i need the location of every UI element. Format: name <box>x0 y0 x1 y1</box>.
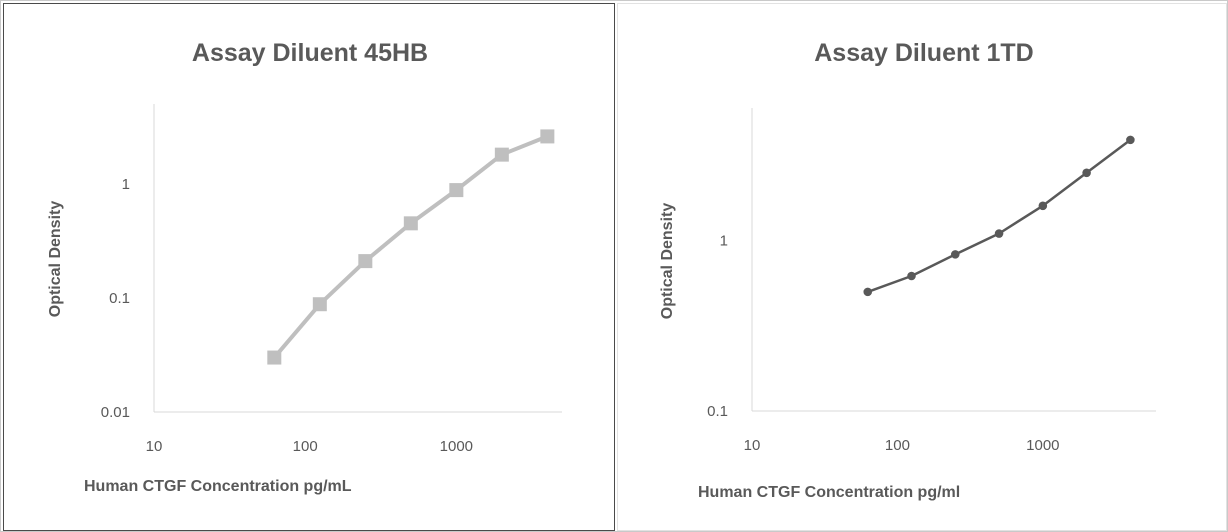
chart-svg-1td: Assay Diluent 1TD 10 100 1000 0.11 Optical… <box>659 39 1156 501</box>
y-tick-label: 1 <box>122 176 130 193</box>
data-point[interactable] <box>1126 135 1135 145</box>
x-tick-label: 10 <box>744 437 761 454</box>
data-point[interactable] <box>863 287 873 297</box>
y-tick-labels: 0.11 <box>707 233 728 420</box>
data-point[interactable] <box>907 271 916 281</box>
x-axis-title: Human CTGF Concentration pg/ml <box>698 484 960 501</box>
x-axis-title: Human CTGF Concentration pg/mL <box>84 478 352 495</box>
data-point[interactable] <box>403 216 418 231</box>
x-tick-label: 1000 <box>1026 437 1059 454</box>
x-tick-label: 10 <box>146 438 163 455</box>
data-series <box>267 129 555 365</box>
y-tick-label: 0.01 <box>101 404 130 421</box>
data-point[interactable] <box>951 250 960 259</box>
y-tick-label: 0.1 <box>707 403 728 420</box>
y-axis-title: Optical Density <box>659 203 676 320</box>
data-point[interactable] <box>267 350 282 365</box>
data-point[interactable] <box>994 229 1004 238</box>
data-point[interactable] <box>1082 168 1091 178</box>
data-point[interactable] <box>312 297 327 312</box>
series-line <box>272 134 550 360</box>
chart-panel-45hb[interactable]: Assay Diluent 45HB 10 100 1000 0.01 0.1 1 Op… <box>3 3 615 531</box>
y-axis-title: Optical Density <box>47 201 64 318</box>
data-point[interactable] <box>540 129 555 144</box>
y-tick-label: 0.1 <box>109 290 130 307</box>
chart-title: Assay Diluent 45HB <box>192 39 428 67</box>
data-point[interactable] <box>1038 201 1048 211</box>
chart-panel-1td[interactable]: Assay Diluent 1TD 10 100 1000 0.1 1 Optical… <box>617 3 1227 531</box>
y-tick-labels: 0.01 0.1 1 <box>101 176 130 421</box>
x-tick-label: 1000 <box>440 438 473 455</box>
series-line <box>866 138 1132 294</box>
data-point[interactable] <box>494 147 509 162</box>
y-tick-label: 1 <box>720 233 728 250</box>
chart-svg-45hb: Assay Diluent 45HB 10 100 1000 0.01 0.1 1 Op… <box>47 39 562 495</box>
x-tick-label: 100 <box>885 437 910 454</box>
data-point[interactable] <box>358 254 373 269</box>
data-series <box>863 135 1135 297</box>
x-tick-label: 100 <box>293 438 318 455</box>
x-tick-labels: 10 100 1000 <box>744 437 1060 454</box>
chart-title: Assay Diluent 1TD <box>814 39 1034 67</box>
data-point[interactable] <box>449 183 464 198</box>
x-tick-labels: 10 100 1000 <box>146 438 473 455</box>
